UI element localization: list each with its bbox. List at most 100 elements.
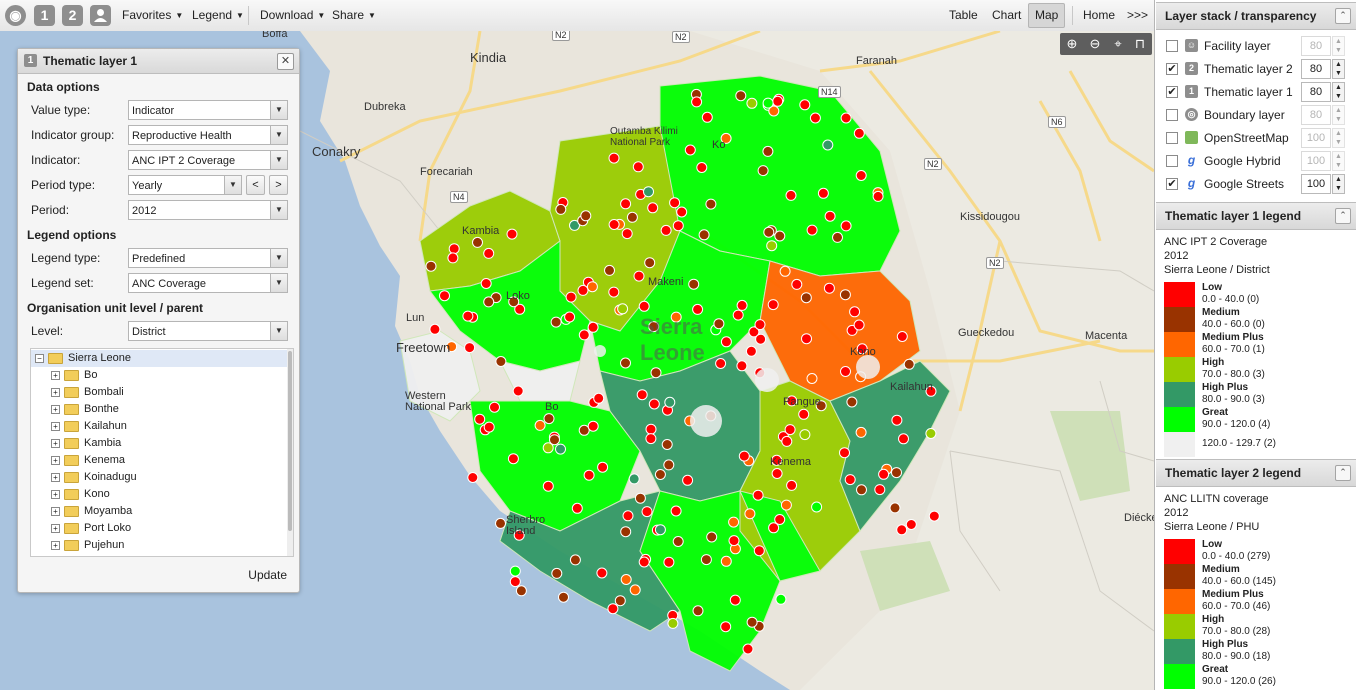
facility-point[interactable] <box>728 535 740 547</box>
facility-point[interactable] <box>565 291 577 303</box>
facility-point[interactable] <box>855 426 867 438</box>
facility-point[interactable] <box>696 162 708 173</box>
facility-point[interactable] <box>856 343 868 355</box>
tree-node-kenema[interactable]: + Kenema <box>51 452 125 469</box>
facility-point[interactable] <box>809 112 821 124</box>
facility-point[interactable] <box>806 224 818 236</box>
opacity-input[interactable]: 100 <box>1301 174 1331 194</box>
facility-point[interactable] <box>840 220 852 232</box>
facility-point[interactable] <box>586 281 598 293</box>
facility-point[interactable] <box>853 319 865 331</box>
facility-point[interactable] <box>472 236 483 248</box>
layer-checkbox[interactable] <box>1166 155 1178 167</box>
facility-point[interactable] <box>462 310 474 322</box>
expand-icon[interactable]: + <box>51 489 60 499</box>
facility-point[interactable] <box>779 265 791 277</box>
opacity-input[interactable]: 100 <box>1301 128 1331 148</box>
collapse-icon[interactable]: ⌃ <box>1335 8 1351 24</box>
facility-point[interactable] <box>555 443 566 455</box>
facility-point[interactable] <box>664 396 676 408</box>
tree-scrollbar[interactable] <box>287 349 293 556</box>
layer-checkbox[interactable] <box>1166 40 1178 52</box>
facility-point[interactable] <box>514 303 526 315</box>
facility-point[interactable] <box>728 516 740 528</box>
value-type-select[interactable]: Indicator ▼ <box>128 100 288 120</box>
layer-checkbox[interactable] <box>1166 109 1178 121</box>
facility-point[interactable] <box>856 484 867 496</box>
facility-point[interactable] <box>745 345 757 357</box>
facility-point[interactable] <box>822 139 834 151</box>
facility-point[interactable] <box>636 389 648 401</box>
facility-point[interactable] <box>645 433 657 445</box>
layer-checkbox[interactable]: ✔ <box>1166 86 1178 98</box>
period-select[interactable]: 2012 ▼ <box>128 200 288 220</box>
facility-point[interactable] <box>878 468 890 480</box>
tree-node-kambia[interactable]: + Kambia <box>51 435 121 452</box>
facility-point[interactable] <box>507 453 519 465</box>
facility-point[interactable] <box>447 252 459 264</box>
facility-point[interactable] <box>840 366 851 377</box>
facility-point-large[interactable] <box>594 345 606 357</box>
tree-node-bombali[interactable]: + Bombali <box>51 384 124 401</box>
facility-point[interactable] <box>780 499 792 511</box>
facility-point[interactable] <box>846 396 858 408</box>
facility-point[interactable] <box>832 231 843 243</box>
chevron-down-icon[interactable]: ▼ <box>270 126 287 144</box>
facility-point[interactable] <box>663 556 675 568</box>
facility-point[interactable] <box>667 617 679 629</box>
facility-point[interactable] <box>732 309 744 321</box>
facility-point[interactable] <box>513 529 525 541</box>
table-button[interactable]: Table <box>949 8 978 22</box>
opacity-spinner[interactable]: ▲ ▼ <box>1332 105 1345 125</box>
facility-point[interactable] <box>798 408 810 420</box>
facility-point[interactable] <box>705 198 717 210</box>
zoom-out-icon[interactable]: ⊖ <box>1089 36 1101 51</box>
legend-menu[interactable]: Legend ▼ <box>186 4 250 27</box>
facility-point[interactable] <box>564 311 576 323</box>
facility-point[interactable] <box>583 469 595 481</box>
expand-icon[interactable]: + <box>51 472 60 482</box>
facility-point[interactable] <box>855 170 867 181</box>
tree-node-bo[interactable]: + Bo <box>51 367 97 384</box>
facility-point[interactable] <box>633 270 645 282</box>
facility-point[interactable] <box>771 468 783 479</box>
scrollbar-thumb[interactable] <box>288 351 292 531</box>
layer-checkbox[interactable]: ✔ <box>1166 178 1178 190</box>
facility-point[interactable] <box>621 228 633 240</box>
facility-point[interactable] <box>663 459 675 471</box>
facility-point[interactable] <box>578 424 590 436</box>
facility-point[interactable] <box>928 510 940 522</box>
facility-point[interactable] <box>763 226 775 238</box>
facility-point[interactable] <box>483 421 495 433</box>
expand-icon[interactable]: + <box>51 387 60 397</box>
facility-point[interactable] <box>700 554 712 566</box>
chart-button[interactable]: Chart <box>992 8 1022 22</box>
facility-point[interactable] <box>604 264 615 276</box>
tree-node-kono[interactable]: + Kono <box>51 486 110 503</box>
facility-point[interactable] <box>648 321 660 333</box>
facility-point[interactable] <box>593 392 605 404</box>
facility-point[interactable] <box>801 333 812 345</box>
facility-point[interactable] <box>495 356 507 367</box>
facility-point[interactable] <box>429 323 441 335</box>
share-menu[interactable]: Share ▼ <box>326 4 382 27</box>
facility-point[interactable] <box>654 469 666 480</box>
update-button[interactable]: Update <box>248 568 287 582</box>
facility-point[interactable] <box>706 531 718 543</box>
facility-point[interactable] <box>720 132 732 144</box>
facility-point[interactable] <box>620 357 631 369</box>
facility-point[interactable] <box>670 311 682 323</box>
facility-point[interactable] <box>672 536 684 547</box>
facility-point[interactable] <box>785 189 797 201</box>
facility-point[interactable] <box>692 303 704 315</box>
collapse-icon[interactable]: ⌃ <box>1335 208 1351 224</box>
facility-point[interactable] <box>844 474 856 486</box>
close-icon[interactable]: ✕ <box>277 53 294 70</box>
facility-point[interactable] <box>542 480 554 492</box>
facility-point[interactable] <box>762 145 774 157</box>
opacity-spinner[interactable]: ▲ ▼ <box>1332 59 1345 79</box>
facility-point[interactable] <box>757 165 769 177</box>
facility-point[interactable] <box>784 424 796 436</box>
facility-point[interactable] <box>762 97 774 109</box>
facility-point[interactable] <box>767 299 779 311</box>
